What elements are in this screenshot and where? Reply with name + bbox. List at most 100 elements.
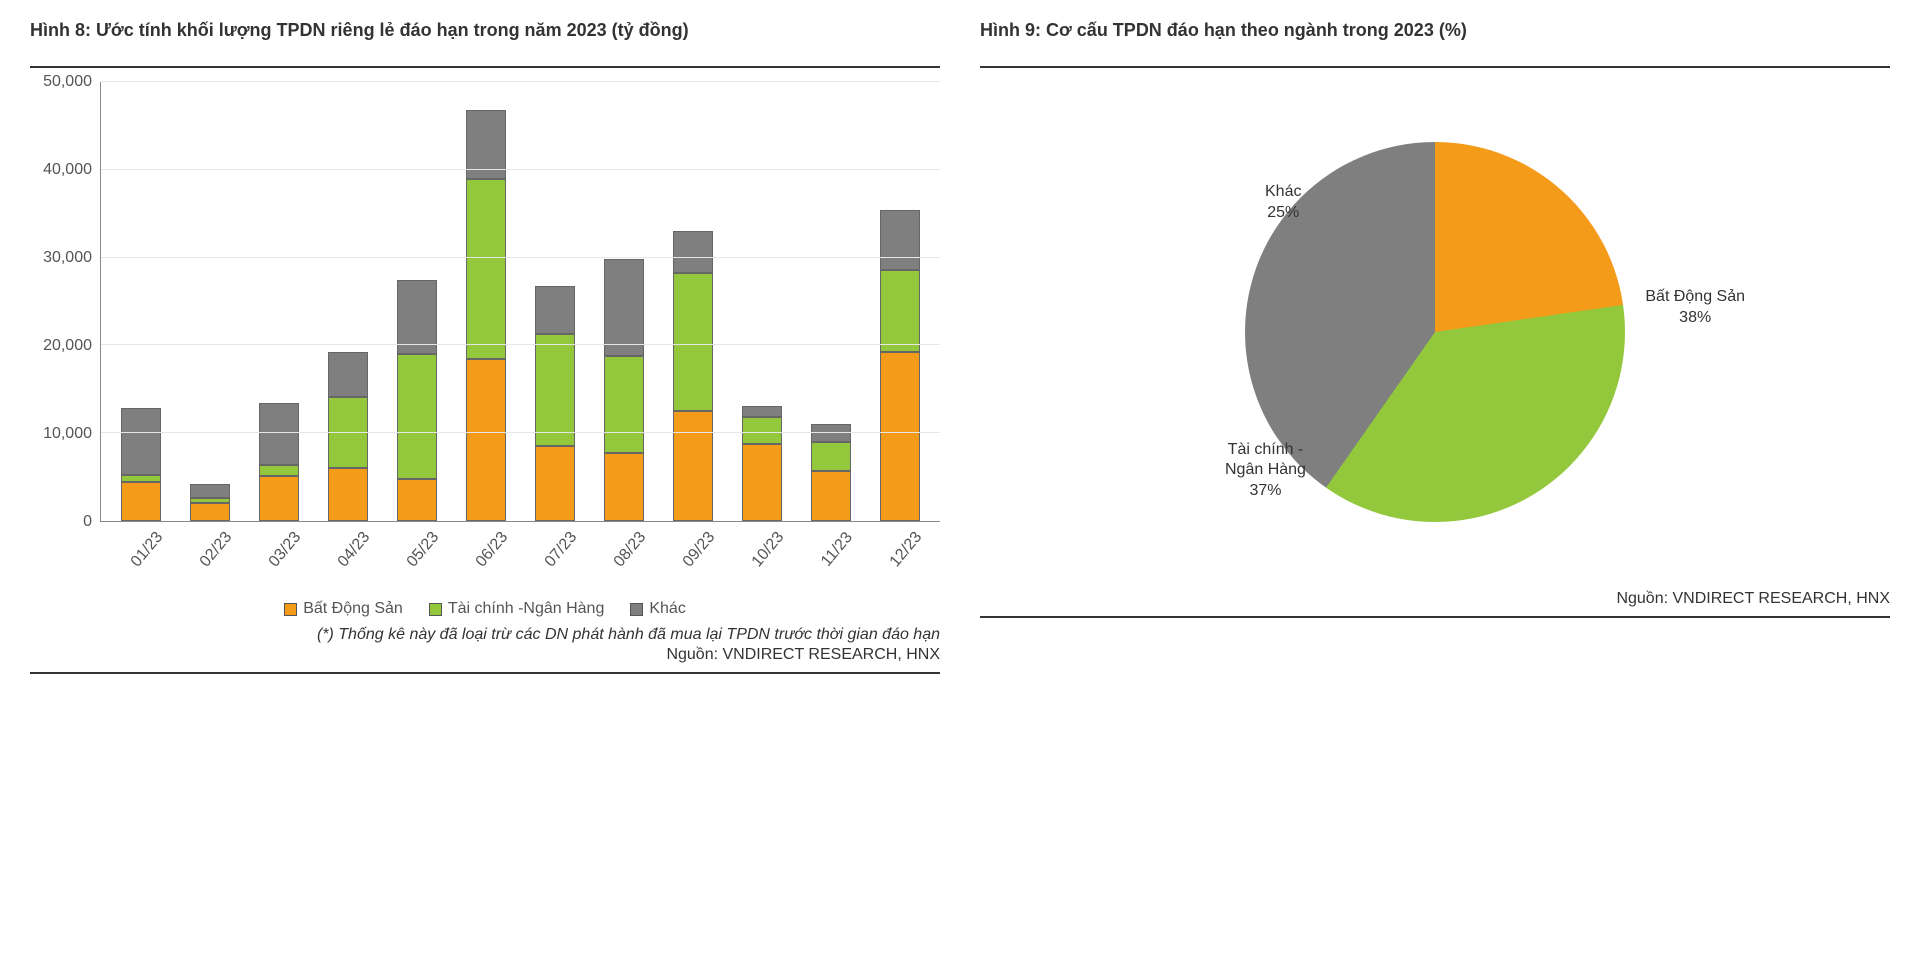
bar-segment-bat_dong_san xyxy=(328,468,368,521)
figure-bar: Hình 8: Ước tính khối lượng TPDN riêng l… xyxy=(30,20,940,674)
bar-segment-tai_chinh xyxy=(121,475,161,482)
bar-segment-bat_dong_san xyxy=(880,352,920,521)
pie-title: Hình 9: Cơ cấu TPDN đáo hạn theo ngành t… xyxy=(980,20,1890,68)
bar-stack xyxy=(121,82,161,521)
bar-x-label: 08/23 xyxy=(601,518,659,582)
bar-stack xyxy=(328,82,368,521)
bar-x-label: 06/23 xyxy=(463,518,521,582)
bar-segment-bat_dong_san xyxy=(259,476,299,521)
bar-segment-tai_chinh xyxy=(880,270,920,352)
bar-stack xyxy=(811,82,851,521)
legend-item-tai_chinh: Tài chính -Ngân Hàng xyxy=(429,600,605,618)
bar-segment-tai_chinh xyxy=(742,417,782,444)
bar-segment-khac xyxy=(535,286,575,334)
legend-swatch xyxy=(284,603,297,616)
bar-y-tick: 20,000 xyxy=(43,337,92,355)
bar-column xyxy=(865,82,934,521)
bar-segment-tai_chinh xyxy=(397,354,437,479)
bar-column xyxy=(383,82,452,521)
bar-column xyxy=(521,82,590,521)
bar-segment-bat_dong_san xyxy=(397,479,437,521)
bar-segment-bat_dong_san xyxy=(604,453,644,521)
legend-label: Tài chính -Ngân Hàng xyxy=(448,600,605,618)
bar-segment-tai_chinh xyxy=(535,334,575,446)
bar-column xyxy=(727,82,796,521)
pie-footer: Nguồn: VNDIRECT RESEARCH, HNX xyxy=(980,590,1890,618)
pie-label-tai_chinh: Tài chính -Ngân Hàng37% xyxy=(1225,440,1306,502)
bar-x-label: 11/23 xyxy=(808,518,866,582)
bar-gridline xyxy=(101,81,940,82)
legend-label: Khác xyxy=(649,600,685,618)
bar-stack xyxy=(190,82,230,521)
figure-pie: Hình 9: Cơ cấu TPDN đáo hạn theo ngành t… xyxy=(980,20,1890,618)
bar-gridline xyxy=(101,257,940,258)
bar-stack xyxy=(604,82,644,521)
bar-stack xyxy=(535,82,575,521)
bar-stack xyxy=(397,82,437,521)
bar-x-label: 05/23 xyxy=(394,518,452,582)
bar-segment-tai_chinh xyxy=(673,273,713,412)
bar-column xyxy=(107,82,176,521)
bar-segment-bat_dong_san xyxy=(121,482,161,521)
bar-gridline xyxy=(101,344,940,345)
bar-x-label: 10/23 xyxy=(739,518,797,582)
bar-column xyxy=(658,82,727,521)
bar-segment-khac xyxy=(328,352,368,397)
legend-item-khac: Khác xyxy=(630,600,685,618)
bar-segment-tai_chinh xyxy=(604,356,644,453)
pie-disc: Bất Động Sản38%Tài chính -Ngân Hàng37%Kh… xyxy=(1245,142,1625,522)
bar-x-labels: 01/2302/2303/2304/2305/2306/2307/2308/23… xyxy=(100,522,940,566)
bar-stack xyxy=(880,82,920,521)
bar-stack xyxy=(259,82,299,521)
bar-stack xyxy=(673,82,713,521)
bar-chart-body: 010,00020,00030,00040,00050,000 xyxy=(30,82,940,522)
bar-segment-tai_chinh xyxy=(811,442,851,471)
bar-title: Hình 8: Ước tính khối lượng TPDN riêng l… xyxy=(30,20,940,68)
bar-segment-bat_dong_san xyxy=(742,444,782,521)
bar-segment-tai_chinh xyxy=(259,465,299,476)
bar-segment-khac xyxy=(259,403,299,465)
bar-stacks xyxy=(101,82,940,521)
bar-footer: (*) Thống kê này đã loại trừ các DN phát… xyxy=(30,626,940,674)
bar-x-label: 07/23 xyxy=(532,518,590,582)
legend-swatch xyxy=(429,603,442,616)
legend-label: Bất Động Sản xyxy=(303,600,403,618)
bar-segment-khac xyxy=(397,280,437,355)
bar-y-tick: 10,000 xyxy=(43,425,92,443)
bar-x-label: 12/23 xyxy=(877,518,935,582)
bar-y-tick: 40,000 xyxy=(43,161,92,179)
bar-source: Nguồn: VNDIRECT RESEARCH, HNX xyxy=(30,646,940,664)
bar-x-label: 01/23 xyxy=(118,518,176,582)
bar-legend: Bất Động Sản Tài chính -Ngân Hàng Khác xyxy=(30,600,940,618)
bar-gridline xyxy=(101,169,940,170)
bar-y-tick: 50,000 xyxy=(43,73,92,91)
bar-gridline xyxy=(101,432,940,433)
bar-segment-bat_dong_san xyxy=(190,503,230,521)
figures-row: Hình 8: Ước tính khối lượng TPDN riêng l… xyxy=(30,20,1890,674)
legend-swatch xyxy=(630,603,643,616)
bar-segment-khac xyxy=(880,210,920,270)
bar-y-tick: 0 xyxy=(83,513,92,531)
pie-chart: Bất Động Sản38%Tài chính -Ngân Hàng37%Kh… xyxy=(980,82,1890,582)
pie-label-bat_dong_san: Bất Động Sản38% xyxy=(1645,287,1745,329)
bar-segment-khac xyxy=(121,408,161,476)
bar-column xyxy=(245,82,314,521)
bar-stack xyxy=(742,82,782,521)
bar-segment-khac xyxy=(742,406,782,417)
bar-segment-bat_dong_san xyxy=(673,411,713,521)
bar-y-tick: 30,000 xyxy=(43,249,92,267)
bar-column xyxy=(589,82,658,521)
bar-segment-tai_chinh xyxy=(466,179,506,359)
bar-plot-area xyxy=(100,82,940,522)
bar-column xyxy=(796,82,865,521)
bar-x-label: 04/23 xyxy=(325,518,383,582)
legend-item-bat_dong_san: Bất Động Sản xyxy=(284,600,403,618)
bar-segment-khac xyxy=(190,484,230,498)
bar-column xyxy=(452,82,521,521)
pie-source: Nguồn: VNDIRECT RESEARCH, HNX xyxy=(980,590,1890,608)
bar-segment-khac xyxy=(604,259,644,356)
bar-x-label: 09/23 xyxy=(670,518,728,582)
bar-column xyxy=(176,82,245,521)
bar-y-axis: 010,00020,00030,00040,00050,000 xyxy=(30,82,100,522)
bar-segment-bat_dong_san xyxy=(535,446,575,521)
